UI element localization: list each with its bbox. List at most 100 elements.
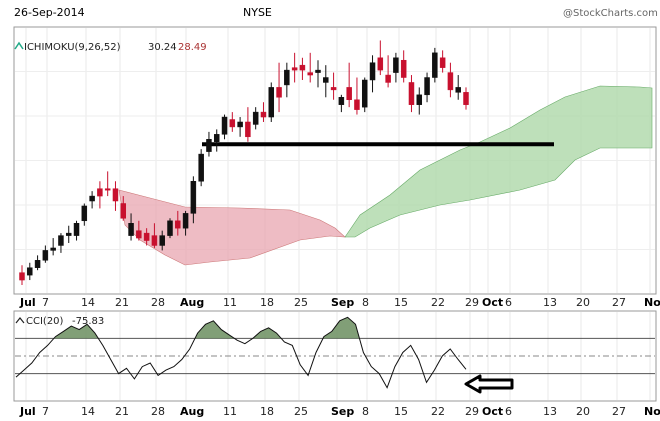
candle-body [432,52,438,78]
ichimoku-cloud [118,85,653,266]
cci-grid [15,312,655,400]
candle-body [299,64,306,71]
month-label: Nov [644,405,660,418]
candle-body [276,87,282,98]
candle-body [346,87,352,101]
day-tick-label: 18 [260,296,274,309]
candle-body [143,232,150,241]
ichimoku-value-2: 28.49 [178,42,207,53]
cci-fill-area [252,327,282,339]
candle-body [120,203,127,219]
candle-body [206,139,212,152]
candle-body [447,72,454,91]
candle-body [81,205,88,222]
cci-x-axis: Jul Aug Sep Oct Nov 7 14 21 28 11 18 25 8 15 22 29 6 13 20… [19,405,660,418]
candle-body [400,59,407,78]
day-tick-label: 7 [42,296,49,309]
candle-body [34,260,41,268]
day-tick-label: 28 [151,405,165,418]
candle-body [19,272,25,281]
candle-body [190,181,197,214]
day-tick-label: 7 [42,405,49,418]
cloud-red-area [118,189,346,266]
candle-body [338,97,345,105]
candle-body [455,87,461,93]
day-tick-label: 13 [543,405,557,418]
candle-body [27,267,33,276]
month-label: Nov [644,296,660,309]
day-tick-label: 20 [576,296,590,309]
candle-body [198,153,204,182]
candle-body [268,87,275,118]
candle-body [393,57,399,73]
candle-body [221,116,228,135]
day-tick-label: 27 [612,296,626,309]
candle-body [439,57,446,68]
day-tick-label: 21 [115,296,129,309]
candle-body [213,134,220,142]
candle-body [58,235,64,246]
candle-body [408,82,415,105]
copyright-label[interactable]: @StockCharts.com [563,8,658,19]
day-tick-label: 27 [612,405,626,418]
day-tick-label: 8 [362,405,369,418]
day-tick-label: 29 [465,296,479,309]
arrow-annotation-icon [464,374,514,394]
candle-body [159,235,165,246]
month-label: Oct [482,405,503,418]
cci-fill-area [53,324,99,339]
candle-body [65,232,72,236]
ichimoku-value-1: 30.24 [148,42,177,53]
candle-body [151,235,158,246]
ichimoku-label: ICHIMOKU(9,26,52) [24,42,121,53]
candle-body [245,121,251,138]
day-tick-label: 22 [431,405,445,418]
cci-legend: CCI(20) -75.83 [15,316,104,327]
cci-value: -75.83 [72,316,104,327]
day-tick-label: 14 [81,296,95,309]
day-tick-label: 13 [543,296,557,309]
candle-body [377,57,384,71]
candle-body [291,67,298,71]
candle-body [73,223,80,236]
month-label: Oct [482,296,503,309]
month-label: Aug [180,296,204,309]
candle-body [424,77,430,96]
day-tick-label: 21 [115,405,129,418]
day-tick-label: 22 [431,296,445,309]
candle-body [97,188,103,197]
chart-date: 26-Sep-2014 [14,6,85,19]
candle-body [182,213,189,229]
day-tick-label: 25 [294,405,308,418]
cci-legend-icon [15,317,25,324]
candle-body [323,77,329,83]
candle-body [89,195,95,202]
candle-body [369,62,376,81]
ichimoku-legend-icon [14,41,24,50]
candle-body [307,72,313,76]
candle-body [136,230,142,239]
day-tick-label: 18 [260,405,274,418]
day-tick-label: 11 [223,296,237,309]
candles-layer [19,40,469,285]
candle-body [385,74,391,83]
candle-body [42,250,49,261]
candle-body [112,188,119,202]
cci-label: CCI(20) [26,316,64,327]
month-label: Sep [331,296,354,309]
day-tick-label: 25 [294,296,308,309]
day-tick-label: 6 [505,296,512,309]
candle-body [229,119,236,128]
candle-body [260,111,267,118]
candle-body [237,121,243,128]
cloud-green-area [344,85,653,238]
day-tick-label: 11 [223,405,237,418]
candle-body [128,223,134,236]
cci-fill-area [323,317,360,339]
month-label: Jul [19,296,36,309]
candle-body [167,220,173,236]
candle-body [252,111,259,125]
cci-panel [13,310,657,402]
candle-body [175,220,181,229]
